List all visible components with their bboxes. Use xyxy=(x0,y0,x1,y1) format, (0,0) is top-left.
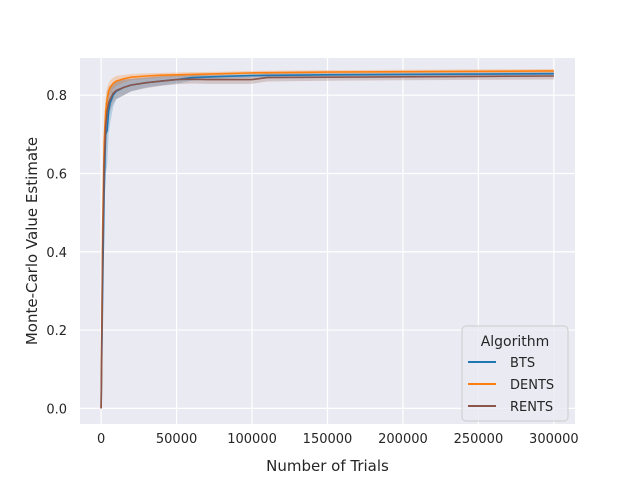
x-tick-label: 150000 xyxy=(303,432,353,447)
x-tick-label: 0 xyxy=(97,432,105,447)
legend-title: Algorithm xyxy=(481,334,550,350)
y-tick-label: 0.4 xyxy=(46,246,67,261)
y-axis-label: Monte-Carlo Value Estimate xyxy=(23,137,41,345)
legend-box xyxy=(461,325,569,422)
legend-label-rents: RENTS xyxy=(510,400,553,415)
y-tick-label: 0.2 xyxy=(46,324,67,339)
legend-items: BTS DENTS RENTS xyxy=(468,356,554,415)
legend-label-dents: DENTS xyxy=(510,378,554,393)
x-tick-label: 250000 xyxy=(454,432,504,447)
y-tick-label: 0.8 xyxy=(46,89,67,104)
x-tick-label: 100000 xyxy=(227,432,277,447)
line-rents xyxy=(100,75,554,409)
legend: Algorithm BTS DENTS RENTS xyxy=(461,325,569,422)
series-lines xyxy=(100,70,554,409)
x-tick-label: 200000 xyxy=(378,432,428,447)
y-tick-label: 0.6 xyxy=(46,167,67,182)
x-axis-label: Number of Trials xyxy=(266,457,389,475)
legend-label-bts: BTS xyxy=(510,356,535,371)
x-tick-label: 50000 xyxy=(156,432,197,447)
x-axis-ticks: 0 50000 100000 150000 200000 250000 300000 xyxy=(97,432,579,447)
y-axis-ticks: 0.0 0.2 0.4 0.6 0.8 xyxy=(46,89,67,417)
x-tick-label: 300000 xyxy=(529,432,579,447)
y-tick-label: 0.0 xyxy=(46,402,67,417)
line-dents xyxy=(100,70,554,409)
